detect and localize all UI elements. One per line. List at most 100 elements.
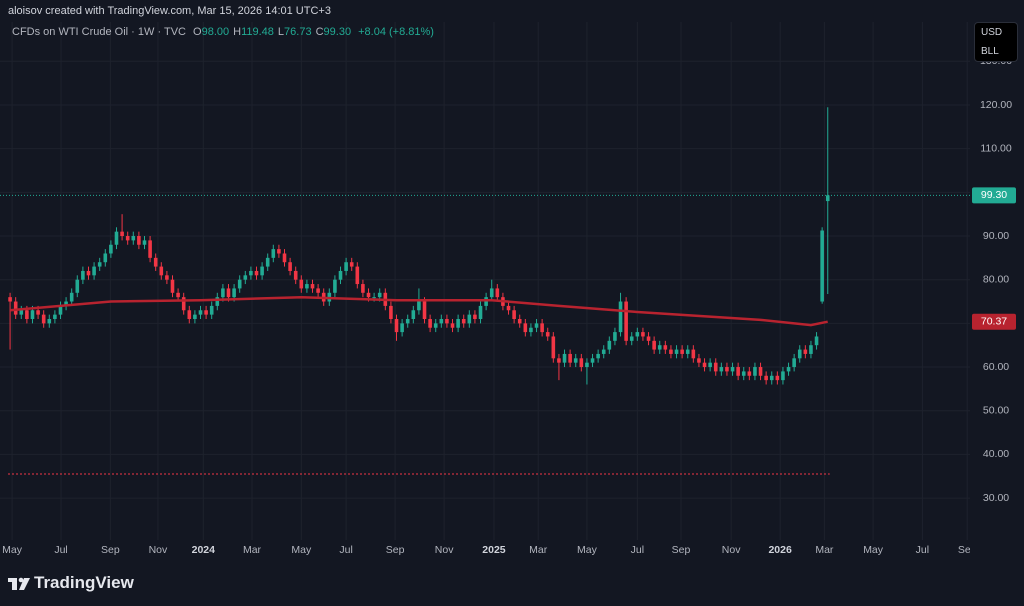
candle-body [601, 349, 606, 354]
candle-body [697, 358, 701, 363]
candle-body [669, 349, 673, 354]
currency[interactable]: USD [981, 27, 1003, 38]
candle-body [120, 231, 124, 237]
candle-body [148, 240, 152, 258]
candle-body [652, 340, 656, 350]
candle-body [310, 284, 315, 289]
candle-body [221, 288, 225, 298]
candle-body [361, 284, 365, 293]
ohlc-value: 99.30 [323, 26, 352, 38]
candle-body [747, 371, 752, 376]
ohlc-value: 119.48 [241, 26, 274, 38]
candle-body [495, 288, 500, 298]
candle-body [529, 327, 533, 333]
candle-body [545, 332, 550, 337]
x-tick-label: 2025 [482, 544, 506, 556]
candle-body [736, 367, 740, 376]
candle-body [260, 266, 264, 276]
candle-body [820, 230, 824, 302]
candle-body [568, 353, 572, 363]
candle-body [708, 362, 712, 368]
candle-body [753, 367, 757, 376]
candle-body [781, 371, 785, 381]
candle-body [316, 288, 320, 293]
y-tick-label: 40.00 [983, 448, 1009, 460]
ohlc-key: L [277, 26, 285, 38]
x-tick-label: Nov [149, 544, 168, 556]
candle-body [450, 323, 455, 328]
currency-box[interactable]: USD BLL [974, 22, 1018, 62]
ohlc-values: O98.00 H119.48 L76.73 C99.30 [189, 26, 351, 38]
ohlc-key: C [315, 26, 324, 38]
unit[interactable]: BLL [981, 46, 999, 57]
candle-body [64, 301, 68, 306]
ma-price-label: 70.37 [981, 316, 1007, 328]
x-tick-label: 2024 [192, 544, 216, 556]
candle-body [8, 297, 12, 302]
plot-area [0, 107, 970, 475]
candle-body [719, 367, 724, 372]
candle-body [131, 236, 136, 241]
candle-body [551, 336, 556, 359]
candle-body [484, 297, 488, 306]
x-tick-label: Nov [722, 544, 741, 556]
candle-body [585, 362, 589, 368]
candle-body [629, 336, 634, 341]
candle-body [596, 353, 600, 359]
x-axis: May Jul Sep Nov 2024 Mar May Jul Sep Nov 2025 Mar Ma… [2, 544, 970, 556]
candle-body [400, 323, 404, 333]
ohlc-key: O [193, 26, 202, 38]
candle-body [215, 297, 220, 306]
candle-body [181, 297, 186, 311]
y-tick-label: 80.00 [983, 273, 1009, 285]
x-tick-label: Sep [672, 544, 691, 556]
candle-body [506, 305, 511, 311]
candle-body [366, 292, 371, 298]
y-tick-label: 60.00 [983, 361, 1009, 373]
candle-body [75, 279, 80, 293]
grid [0, 22, 970, 540]
candle-body [153, 257, 158, 267]
candle-body [422, 301, 427, 319]
candle-body [103, 253, 108, 263]
candle-body [372, 297, 376, 299]
candle-body [540, 323, 544, 333]
candle-body [557, 358, 561, 363]
x-tick-label: May [291, 544, 312, 556]
ohlc-key: H [233, 26, 242, 38]
candle-body [713, 362, 718, 372]
candle-body [641, 332, 645, 337]
moving-average [9, 295, 828, 327]
candle-body [394, 318, 399, 333]
x-tick-label: May [577, 544, 598, 556]
candle-body [803, 349, 808, 354]
candle-body [467, 314, 472, 324]
candle-body [725, 367, 729, 372]
candle-body [439, 318, 444, 324]
candle-body [573, 358, 578, 363]
candle-body [680, 349, 684, 354]
candle-body [461, 318, 466, 324]
candle-body [125, 236, 130, 241]
candle-body [702, 362, 707, 368]
candle-body [226, 288, 231, 298]
candle-body [209, 305, 214, 315]
y-tick-label: 110.00 [980, 142, 1011, 154]
candle-body [176, 292, 180, 298]
candle-body [613, 332, 617, 341]
ma-price-box [972, 313, 1016, 330]
candle-body [764, 375, 768, 381]
candle-body [249, 270, 253, 276]
x-tick-label: Sep [101, 544, 120, 556]
ohlc-value: 76.73 [284, 26, 312, 38]
ohlc-value: 98.00 [201, 26, 230, 38]
header: aloisov created with TradingView.com, Ma… [8, 5, 331, 17]
candle-body [97, 262, 102, 267]
candle-body [344, 262, 348, 271]
candle-body [786, 367, 791, 372]
candle-body [775, 375, 780, 381]
candle-body [243, 275, 248, 280]
x-tick-label: May [863, 544, 884, 556]
last-price-label: 99.30 [981, 189, 1007, 201]
